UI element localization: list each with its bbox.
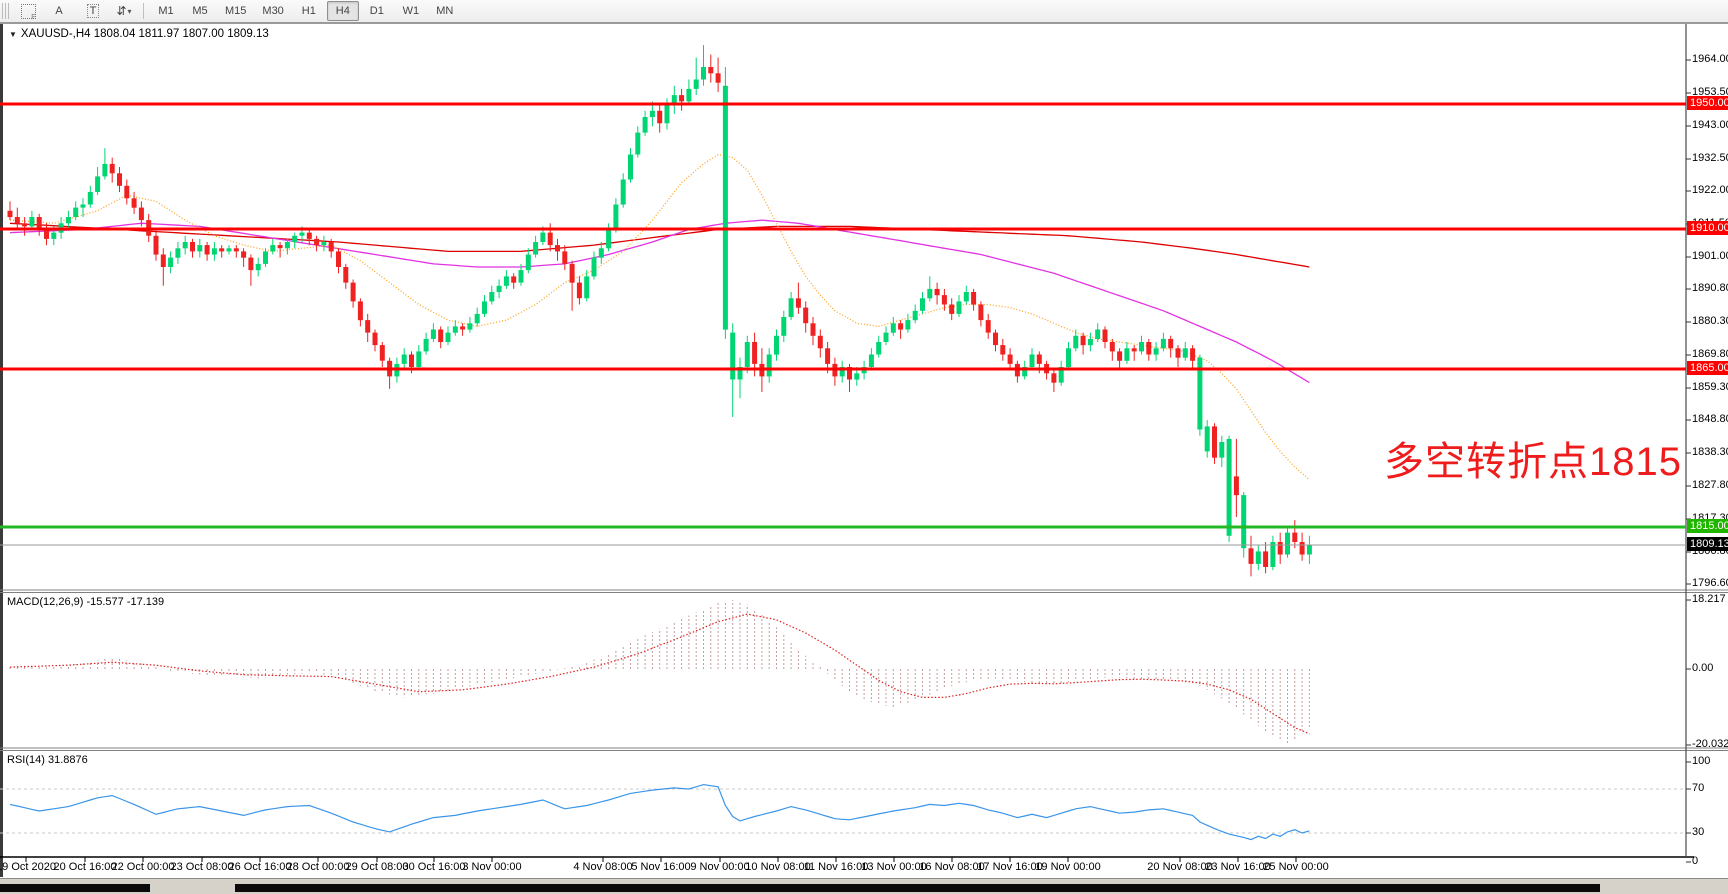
- top-toolbar: A T ⇵ ▾ M1 M5 M15 M30 H1 H4 D1 W1 MN: [0, 0, 1728, 23]
- macd-axis-tick: 18.217: [1692, 593, 1726, 605]
- rsi-axis-tick: 100: [1692, 755, 1711, 767]
- price-axis-tick: 1838.30: [1692, 446, 1728, 458]
- time-axis-label: 22 Oct 00:00: [111, 861, 175, 873]
- tf-button-H1[interactable]: H1: [301, 5, 316, 17]
- time-axis-label: 30 Oct 16:00: [402, 861, 466, 873]
- tf-button-D1[interactable]: D1: [369, 5, 384, 17]
- time-axis-label: 28 Oct 00:00: [286, 861, 350, 873]
- chart-annotation-text: 多空转折点1815: [1384, 440, 1682, 484]
- timeframe-button-group: M1 M5 M15 M30 H1 H4 D1 W1 MN: [149, 1, 462, 21]
- symbol-dropdown-icon[interactable]: ▼: [9, 29, 17, 39]
- chart-window[interactable]: [0, 23, 1728, 877]
- toolbar-separator: [143, 3, 144, 19]
- tf-button-W1[interactable]: W1: [402, 5, 420, 17]
- grid-f-icon: [20, 3, 36, 21]
- text-label-button[interactable]: T: [77, 1, 109, 21]
- time-axis-label: 17 Nov 16:00: [977, 861, 1043, 873]
- price-axis-tick: 1932.50: [1692, 152, 1728, 164]
- tf-button-M5[interactable]: M5: [192, 5, 208, 17]
- window-left-border: [0, 23, 3, 877]
- symbol-ohlc-line[interactable]: ▼ XAUUSD-,H4 1808.04 1811.97 1807.00 180…: [9, 28, 269, 40]
- price-axis-tick: 1827.80: [1692, 479, 1728, 491]
- price-level-label: 1910.00: [1687, 221, 1728, 235]
- time-axis-label: 10 Nov 08:00: [745, 861, 811, 873]
- tf-button-M15[interactable]: M15: [225, 5, 247, 17]
- time-axis-label: 25 Nov 00:00: [1263, 861, 1329, 873]
- tf-button-H4[interactable]: H4: [326, 1, 359, 21]
- rsi-axis-tick: 70: [1692, 782, 1705, 794]
- time-axis-label: 3 Nov 00:00: [462, 861, 522, 873]
- price-axis-tick: 1901.00: [1692, 250, 1728, 262]
- letter-a-icon: A: [55, 5, 63, 17]
- time-axis-label: 16 Nov 08:00: [919, 861, 985, 873]
- crosshair-grid-button[interactable]: [15, 1, 41, 21]
- arrows-tool-button[interactable]: ⇵ ▾: [111, 1, 137, 21]
- time-axis-label: 4 Nov 08:00: [573, 861, 633, 873]
- time-axis-label: 5 Nov 16:00: [631, 861, 691, 873]
- time-axis-label: 13 Nov 00:00: [861, 861, 927, 873]
- tf-button-MN[interactable]: MN: [436, 5, 454, 17]
- price-axis-tick: 1796.60: [1692, 577, 1728, 589]
- price-axis-tick: 1890.80: [1692, 282, 1728, 294]
- taskbar-fragment: [0, 884, 150, 892]
- price-level-label: 1865.00: [1687, 361, 1728, 375]
- toolbar-drag-handle[interactable]: [2, 3, 10, 19]
- rsi-axis-tick: 0: [1692, 855, 1699, 867]
- tf-button-M30[interactable]: M30: [262, 5, 284, 17]
- time-axis-label: 19 Nov 00:00: [1035, 861, 1101, 873]
- price-axis-tick: 1943.00: [1692, 119, 1728, 131]
- price-axis-tick: 1869.80: [1692, 348, 1728, 360]
- price-level-label: 1815.00: [1687, 519, 1728, 533]
- time-axis-label: 20 Nov 08:00: [1147, 861, 1213, 873]
- taskbar-fragment: [235, 884, 1600, 892]
- price-level-label: 1809.13: [1687, 537, 1728, 551]
- time-axis-label: 23 Nov 16:00: [1205, 861, 1271, 873]
- time-axis-label: 20 Oct 16:00: [53, 861, 117, 873]
- tf-button-M1[interactable]: M1: [158, 5, 174, 17]
- text-annotation-button[interactable]: A: [43, 1, 75, 21]
- price-axis-tick: 1848.80: [1692, 413, 1728, 425]
- letter-t-icon: T: [86, 4, 100, 18]
- macd-axis-tick: 0.00: [1692, 662, 1714, 674]
- time-axis-label: 19 Oct 2020: [0, 861, 56, 873]
- symbol-ohlc-text: XAUUSD-,H4 1808.04 1811.97 1807.00 1809.…: [20, 28, 269, 40]
- price-axis-tick: 1922.00: [1692, 184, 1728, 196]
- macd-indicator-label: MACD(12,26,9) -15.577 -17.139: [7, 596, 165, 608]
- rsi-indicator-label: RSI(14) 31.8876: [7, 754, 88, 766]
- price-level-label: 1950.00: [1687, 96, 1728, 110]
- price-axis-tick: 1964.00: [1692, 53, 1728, 65]
- price-axis-tick: 1880.30: [1692, 315, 1728, 327]
- time-axis-label: 9 Nov 00:00: [690, 861, 750, 873]
- price-axis-tick: 1859.30: [1692, 381, 1728, 393]
- rsi-axis-tick: 30: [1692, 826, 1705, 838]
- time-axis-label: 23 Oct 08:00: [170, 861, 234, 873]
- macd-axis-tick: -20.032: [1692, 738, 1728, 750]
- chevron-down-icon: ▾: [127, 6, 132, 16]
- time-axis-label: 29 Oct 08:00: [345, 861, 409, 873]
- price-axis-tick: 1953.50: [1692, 86, 1728, 98]
- time-axis-label: 26 Oct 16:00: [228, 861, 292, 873]
- arrows-icon: ⇵: [116, 4, 127, 18]
- time-axis-label: 11 Nov 16:00: [803, 861, 869, 873]
